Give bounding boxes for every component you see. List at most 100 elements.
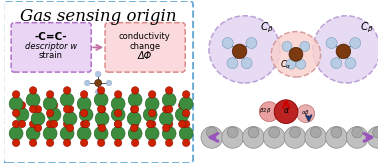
Circle shape <box>149 120 156 128</box>
Circle shape <box>85 80 90 86</box>
Circle shape <box>34 124 42 132</box>
Circle shape <box>98 105 105 113</box>
Text: conductivity: conductivity <box>119 32 170 41</box>
Circle shape <box>179 97 193 111</box>
Circle shape <box>12 120 20 128</box>
Circle shape <box>166 105 173 113</box>
Circle shape <box>284 126 306 148</box>
Circle shape <box>95 112 109 125</box>
Circle shape <box>66 105 74 113</box>
Circle shape <box>115 109 122 117</box>
Text: $C_\beta$: $C_\beta$ <box>260 20 274 35</box>
Text: ΔΦ: ΔΦ <box>138 51 152 61</box>
Circle shape <box>43 97 57 111</box>
Circle shape <box>82 102 90 109</box>
Circle shape <box>98 120 105 128</box>
Circle shape <box>94 93 108 107</box>
Text: Gas sensing origin: Gas sensing origin <box>20 8 177 25</box>
Circle shape <box>367 126 378 148</box>
Circle shape <box>77 97 91 111</box>
Circle shape <box>178 120 186 128</box>
Circle shape <box>162 126 176 140</box>
Text: $\beta 2\beta$: $\beta 2\beta$ <box>259 106 271 115</box>
Circle shape <box>15 108 29 122</box>
Circle shape <box>331 127 342 138</box>
Ellipse shape <box>313 16 378 83</box>
Circle shape <box>305 126 327 148</box>
Circle shape <box>12 91 20 98</box>
Circle shape <box>222 126 243 148</box>
Circle shape <box>206 127 217 138</box>
Circle shape <box>326 38 337 49</box>
Circle shape <box>132 105 139 113</box>
Circle shape <box>145 97 159 111</box>
Circle shape <box>46 109 54 117</box>
Circle shape <box>111 97 125 111</box>
Circle shape <box>345 58 356 69</box>
Circle shape <box>46 139 54 147</box>
Circle shape <box>95 71 101 77</box>
Circle shape <box>166 120 173 128</box>
Circle shape <box>77 126 91 140</box>
Circle shape <box>297 105 315 123</box>
Circle shape <box>331 58 342 69</box>
Circle shape <box>232 44 247 59</box>
Circle shape <box>246 38 257 49</box>
Circle shape <box>47 108 61 122</box>
Text: $\alpha$: $\alpha$ <box>283 106 290 115</box>
Circle shape <box>289 47 303 61</box>
Circle shape <box>248 127 259 138</box>
Circle shape <box>98 87 105 94</box>
Circle shape <box>175 108 189 122</box>
Circle shape <box>132 87 139 94</box>
Circle shape <box>325 126 347 148</box>
Circle shape <box>336 44 351 59</box>
Circle shape <box>9 97 23 111</box>
Text: change: change <box>129 42 160 51</box>
Circle shape <box>64 120 71 128</box>
Circle shape <box>29 139 37 147</box>
Circle shape <box>12 139 20 147</box>
Circle shape <box>296 59 306 69</box>
Text: -C=C-: -C=C- <box>34 31 67 41</box>
Circle shape <box>64 139 71 147</box>
Circle shape <box>179 126 193 140</box>
Circle shape <box>43 126 57 140</box>
Circle shape <box>111 108 125 122</box>
Circle shape <box>29 105 37 113</box>
Text: $C_\alpha$: $C_\alpha$ <box>280 59 292 72</box>
Circle shape <box>50 120 58 128</box>
Text: $\alpha\beta$: $\alpha\beta$ <box>301 108 310 117</box>
Circle shape <box>26 126 40 140</box>
Circle shape <box>60 93 74 107</box>
Text: descriptor w: descriptor w <box>25 42 77 51</box>
Circle shape <box>12 109 20 117</box>
Circle shape <box>183 91 190 98</box>
Circle shape <box>310 127 321 138</box>
Circle shape <box>98 105 106 113</box>
Circle shape <box>29 120 37 128</box>
Circle shape <box>146 120 154 128</box>
Circle shape <box>34 105 42 113</box>
Circle shape <box>66 124 74 132</box>
Circle shape <box>98 139 105 147</box>
Circle shape <box>149 109 156 117</box>
Circle shape <box>163 124 170 132</box>
Circle shape <box>127 112 141 125</box>
Circle shape <box>373 127 378 138</box>
Text: $C_\beta$: $C_\beta$ <box>360 20 374 35</box>
FancyBboxPatch shape <box>11 23 91 72</box>
Circle shape <box>227 58 238 69</box>
Ellipse shape <box>271 31 321 77</box>
Circle shape <box>60 126 74 140</box>
Circle shape <box>145 126 159 140</box>
Circle shape <box>346 126 368 148</box>
Circle shape <box>146 102 154 109</box>
FancyBboxPatch shape <box>3 1 193 163</box>
Circle shape <box>350 38 361 49</box>
Circle shape <box>222 38 233 49</box>
Circle shape <box>159 112 173 125</box>
Circle shape <box>143 108 157 122</box>
Circle shape <box>274 100 298 123</box>
Text: strain: strain <box>39 51 63 60</box>
